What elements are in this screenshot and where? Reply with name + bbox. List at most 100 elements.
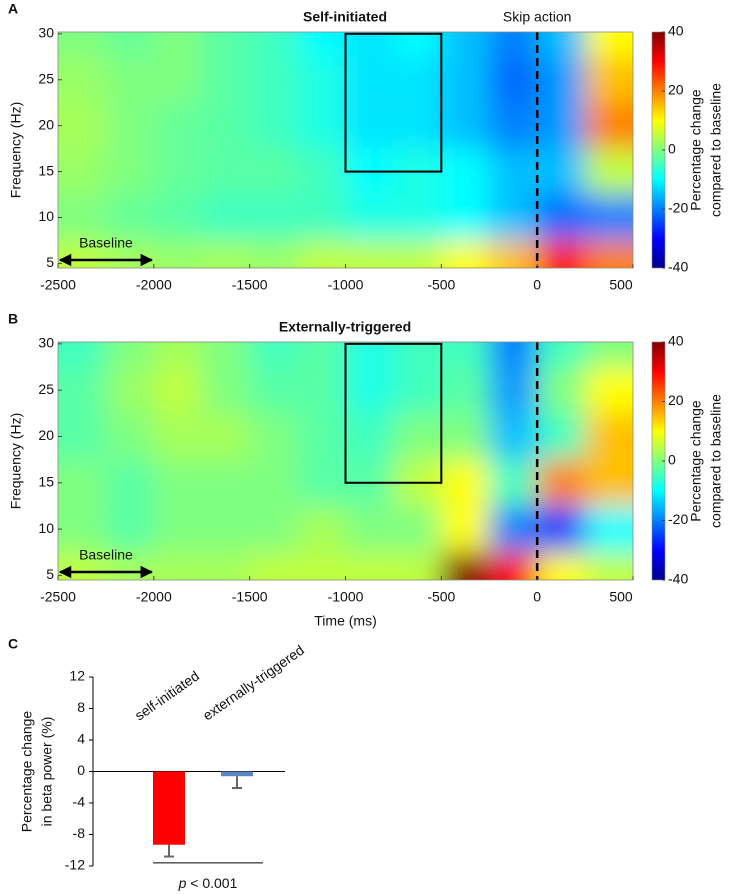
heatmap-cell (345, 367, 394, 414)
colorbar-label: Percentage change (688, 89, 704, 211)
heatmap-cell (585, 367, 633, 414)
heatmap-cell (537, 505, 586, 553)
heatmap-cell (201, 413, 250, 460)
heatmap-cell (393, 56, 442, 103)
colorbar-tick-label: 20 (668, 392, 684, 408)
baseline-label: Baseline (79, 547, 133, 563)
y-tick-label: 5 (46, 254, 54, 270)
heatmap-cell (201, 505, 250, 553)
heatmap-cell (345, 505, 394, 553)
heatmap-cell (489, 413, 538, 460)
heatmap-cell (297, 32, 346, 57)
heatmap-cell (489, 102, 538, 149)
heatmap-cell (345, 56, 394, 103)
heatmap-cell (537, 240, 586, 268)
heatmap-cell (489, 459, 538, 506)
heatmap-cell (489, 56, 538, 103)
heatmap-cell (201, 194, 250, 241)
y-tick-label: 30 (38, 25, 54, 41)
bar (153, 771, 185, 845)
significance-label: p < 0.001 (178, 875, 238, 891)
heatmap-cell (393, 102, 442, 149)
heatmap-cell (537, 194, 586, 241)
event-label: Skip action (503, 9, 571, 25)
heatmap-cell (201, 32, 250, 57)
heatmap-cell (297, 56, 346, 103)
x-tick-label: -2500 (40, 589, 76, 605)
heatmap-cell (393, 367, 442, 414)
heatmap-cell (58, 505, 106, 553)
heatmap-cell (105, 413, 154, 460)
y-tick-label: 5 (46, 566, 54, 582)
heatmap-cell (585, 56, 633, 103)
p-symbol: p (178, 875, 187, 891)
heatmap-cell (441, 552, 490, 580)
heatmap-cell (105, 102, 154, 149)
heatmap-cell (489, 342, 538, 368)
heatmap-cell (249, 148, 298, 195)
x-tick-label: -2000 (136, 589, 172, 605)
heatmap-cell (537, 102, 586, 149)
heatmap-cell (297, 413, 346, 460)
heatmap-cell (249, 194, 298, 241)
heatmap-cell (537, 552, 586, 580)
y-tick-label: 8 (77, 699, 85, 715)
heatmap-cell (537, 459, 586, 506)
heatmap-cell (58, 32, 106, 57)
x-tick-label: -2000 (136, 277, 172, 293)
heatmap-cell (153, 552, 202, 580)
heatmap-cell (201, 56, 250, 103)
heatmap-cell (393, 240, 442, 268)
heatmap-cell (249, 505, 298, 553)
heatmap-cell (105, 32, 154, 57)
heatmap-cell (345, 342, 394, 368)
colorbar-label: compared to baseline (708, 83, 724, 217)
category-label: self-initiated (132, 668, 202, 724)
heatmap-cell (201, 240, 250, 268)
heatmap-cell (441, 367, 490, 414)
y-tick-label: 4 (77, 731, 85, 747)
heatmap-cell (249, 459, 298, 506)
heatmap-cell (297, 342, 346, 368)
heatmap-cell (105, 342, 154, 368)
heatmap-cell (249, 552, 298, 580)
y-axis-label: in beta power (%) (39, 717, 55, 827)
y-tick-label: 12 (69, 668, 85, 684)
heatmap-cell (585, 552, 633, 580)
heatmap-cell (58, 148, 106, 195)
chart-title: Self-initiated (303, 9, 387, 25)
roi-box (344, 342, 443, 484)
heatmap-cell (585, 102, 633, 149)
heatmap-cell (585, 459, 633, 506)
bar (221, 771, 253, 777)
heatmap-cell (345, 413, 394, 460)
heatmap-cell (585, 240, 633, 268)
colorbar-tick-label: 0 (668, 452, 676, 468)
heatmap-cell (393, 342, 442, 368)
x-tick-label: -500 (427, 589, 455, 605)
heatmap-cell (201, 459, 250, 506)
heatmap-cell (201, 552, 250, 580)
heatmap-cell (489, 240, 538, 268)
heatmap-cell (441, 32, 490, 57)
y-tick-label: 10 (38, 208, 54, 224)
colorbar-tick-label: 40 (668, 23, 684, 39)
y-tick-label: 25 (38, 70, 54, 86)
colorbar-tick-label: -20 (668, 200, 688, 216)
heatmap-cell (345, 194, 394, 241)
heatmap-cell (105, 505, 154, 553)
panel-letter: C (8, 636, 18, 652)
heatmap-cell (585, 32, 633, 57)
heatmap-cell (249, 102, 298, 149)
y-tick-label: 0 (77, 762, 85, 778)
heatmap-cell (249, 342, 298, 368)
heatmap-cell (297, 552, 346, 580)
heatmap-cell (345, 32, 394, 57)
heatmap-cell (537, 32, 586, 57)
heatmap-cell (153, 459, 202, 506)
heatmap-cell (153, 342, 202, 368)
y-tick-label: 10 (38, 520, 54, 536)
heatmap-cell (441, 102, 490, 149)
colorbar-label: Percentage change (688, 400, 704, 522)
